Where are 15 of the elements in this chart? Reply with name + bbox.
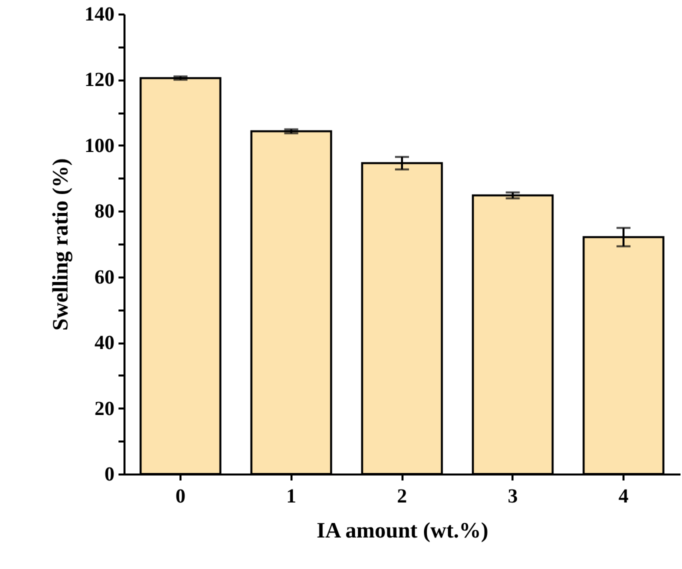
x-tick-label: 0 xyxy=(175,486,186,508)
x-tick-label: 1 xyxy=(286,486,296,508)
y-tick-label: 120 xyxy=(84,69,114,92)
x-tick-label: 4 xyxy=(618,486,629,508)
y-tick-label: 0 xyxy=(104,464,114,486)
y-tick-label: 80 xyxy=(94,200,114,223)
x-axis-title: IA amount (wt.%) xyxy=(316,518,488,542)
x-tick-label: 3 xyxy=(508,486,518,508)
y-tick-label: 60 xyxy=(94,266,114,288)
y-tick-label: 40 xyxy=(94,332,114,354)
y-tick-label: 100 xyxy=(84,134,114,157)
x-tick-label: 2 xyxy=(397,486,407,508)
y-tick-label: 140 xyxy=(84,4,114,26)
y-axis-title: Swelling ratio (%) xyxy=(48,158,72,331)
y-tick-label: 20 xyxy=(94,398,114,420)
